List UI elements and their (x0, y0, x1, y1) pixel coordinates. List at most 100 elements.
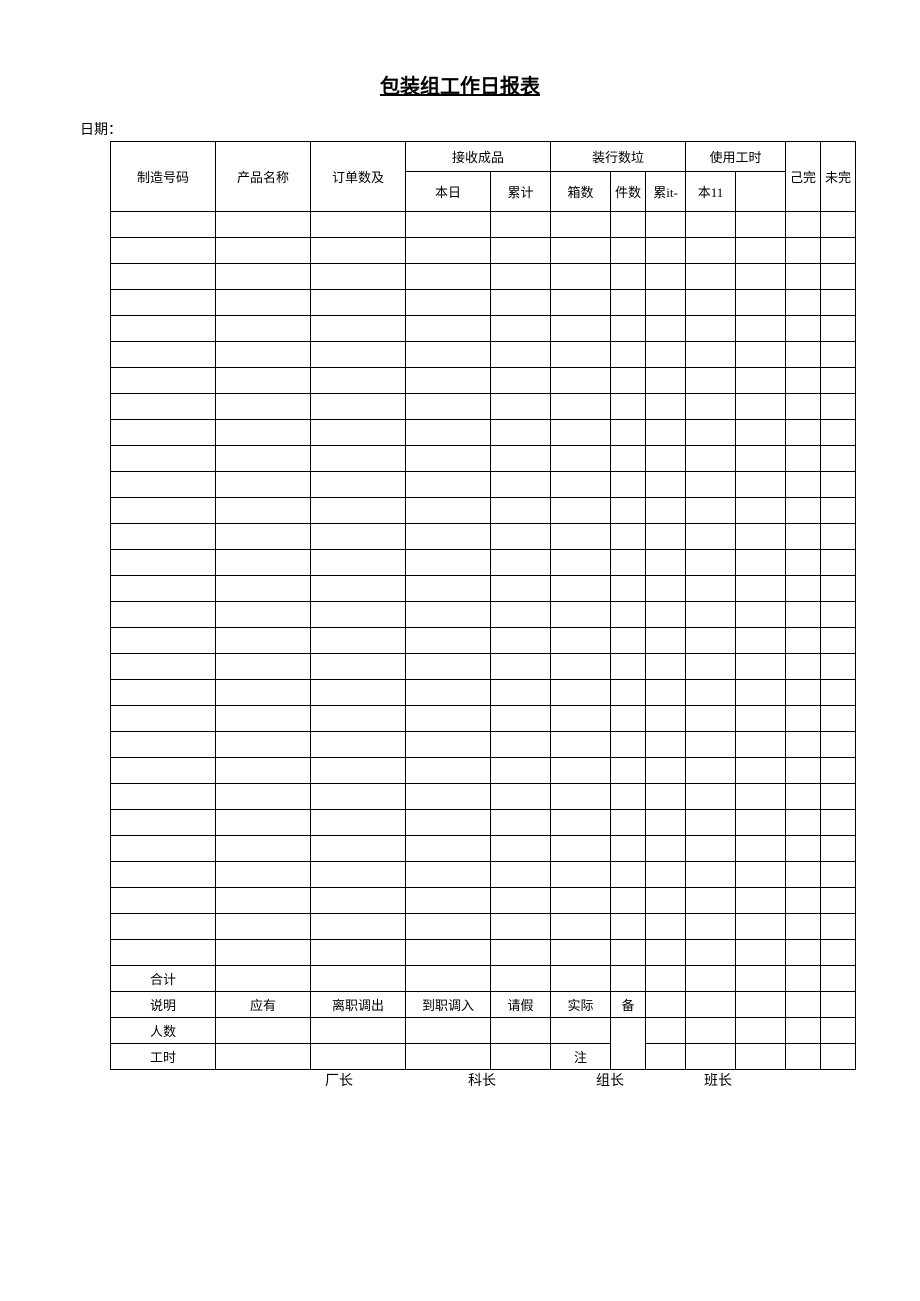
cell (551, 212, 611, 238)
cell (821, 342, 856, 368)
cell (611, 680, 646, 706)
cell (611, 290, 646, 316)
page-title: 包装组工作日报表 (40, 70, 880, 99)
cell (111, 784, 216, 810)
cell (216, 914, 311, 940)
cell (311, 706, 406, 732)
cell (786, 316, 821, 342)
cell (491, 940, 551, 966)
cell (216, 550, 311, 576)
cell (551, 758, 611, 784)
cell (311, 1018, 406, 1044)
cell (111, 628, 216, 654)
cell (736, 940, 786, 966)
cell (551, 628, 611, 654)
cell (611, 342, 646, 368)
cell (491, 1044, 551, 1070)
cell (111, 472, 216, 498)
cell (646, 498, 686, 524)
cell (736, 472, 786, 498)
cell (821, 290, 856, 316)
sign-shift: 班长 (704, 1070, 732, 1090)
cell (111, 862, 216, 888)
cell (736, 888, 786, 914)
report-table: 制造号码 产品名称 订单数及 接收成品 装行数垃 使用工时 己完 未完 本日 累… (110, 141, 856, 1070)
cell (736, 602, 786, 628)
cell (646, 576, 686, 602)
cell (646, 836, 686, 862)
cell (686, 706, 736, 732)
row-should-have: 应有 (216, 992, 311, 1018)
cell (646, 914, 686, 940)
cell (491, 784, 551, 810)
cell (611, 966, 646, 992)
cell (111, 550, 216, 576)
cell (611, 706, 646, 732)
cell (686, 888, 736, 914)
cell (646, 342, 686, 368)
row-total-label: 合计 (111, 966, 216, 992)
cell (111, 264, 216, 290)
cell (821, 914, 856, 940)
cell (786, 602, 821, 628)
cell (111, 316, 216, 342)
cell (311, 732, 406, 758)
cell (551, 238, 611, 264)
cell (786, 212, 821, 238)
table-row (111, 238, 856, 264)
cell (406, 394, 491, 420)
cell (686, 550, 736, 576)
cell (821, 654, 856, 680)
cell (786, 368, 821, 394)
header-hours: 使用工时 (686, 142, 786, 172)
header-packed: 装行数垃 (551, 142, 686, 172)
cell (311, 914, 406, 940)
cell (736, 680, 786, 706)
cell (311, 446, 406, 472)
cell (311, 290, 406, 316)
cell (646, 1018, 686, 1044)
cell (686, 498, 736, 524)
cell (821, 758, 856, 784)
cell (311, 316, 406, 342)
cell (786, 576, 821, 602)
cell (686, 862, 736, 888)
cell (786, 498, 821, 524)
table-row (111, 888, 856, 914)
header-mfg-no: 制造号码 (111, 142, 216, 212)
cell (821, 628, 856, 654)
cell (646, 706, 686, 732)
table-row (111, 602, 856, 628)
cell (686, 316, 736, 342)
table-row (111, 524, 856, 550)
cell (686, 654, 736, 680)
sign-factory: 厂长 (325, 1070, 353, 1090)
table-row (111, 472, 856, 498)
cell (491, 446, 551, 472)
cell (821, 446, 856, 472)
cell (646, 784, 686, 810)
cell (611, 446, 646, 472)
cell (406, 706, 491, 732)
cell (491, 758, 551, 784)
table-row (111, 420, 856, 446)
cell (646, 758, 686, 784)
cell (821, 420, 856, 446)
cell (111, 394, 216, 420)
table-row (111, 212, 856, 238)
cell (216, 446, 311, 472)
cell (821, 940, 856, 966)
cell (311, 810, 406, 836)
cell (216, 290, 311, 316)
cell (111, 732, 216, 758)
cell (406, 888, 491, 914)
cell (786, 836, 821, 862)
cell (491, 836, 551, 862)
cell (311, 264, 406, 290)
cell (216, 394, 311, 420)
cell (406, 446, 491, 472)
cell (311, 420, 406, 446)
cell (111, 940, 216, 966)
table-row (111, 394, 856, 420)
row-actual: 实际 (551, 992, 611, 1018)
